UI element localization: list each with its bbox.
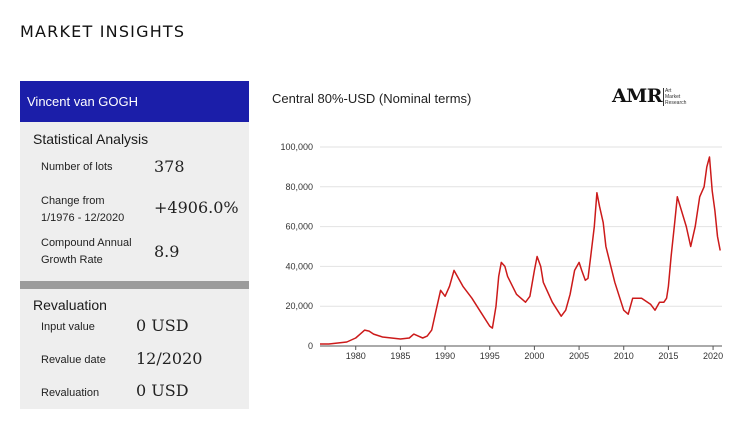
chart-title: Central 80%-USD (Nominal terms) [272,91,472,106]
logo-sub-research: Research [665,100,687,106]
x-tick-label: 2010 [614,351,634,361]
statistical-analysis-title: Statistical Analysis [33,131,149,147]
page-title: MARKET INSIGHTS [20,22,186,41]
revaluation-result-value: 0 USD [136,381,189,400]
revalue-date-value[interactable]: 12/2020 [136,349,203,368]
series-line [320,156,721,345]
number-of-lots-value: 378 [154,157,185,176]
artist-name-header: Vincent van GOGH [20,81,249,122]
logo-sub-art: Art [665,88,672,94]
x-tick-label: 1985 [390,351,410,361]
y-tick-label: 60,000 [285,222,313,232]
x-tick-label: 2020 [703,351,723,361]
y-tick-label: 20,000 [285,301,313,311]
x-tick-label: 1990 [435,351,455,361]
statistical-analysis-box: Statistical Analysis Number of lots 378 … [20,122,249,281]
amr-logo-text: AMR [612,85,663,107]
x-tick-label: 1995 [480,351,500,361]
section-divider [20,281,249,289]
input-value-label: Input value [41,321,95,333]
x-tick-label: 1980 [346,351,366,361]
y-tick-label: 0 [308,341,313,351]
y-tick-label: 100,000 [280,142,313,152]
change-period-label: Change from 1/1976 - 12/2020 [41,195,125,224]
revaluation-box: Revaluation Input value 0 USD Revalue da… [20,289,249,409]
x-tick-label: 2000 [524,351,544,361]
amr-logo: AMR Art Market Research [612,85,702,109]
cagr-label: Compound Annual Growth Rate [41,237,132,266]
x-tick-label: 2015 [658,351,678,361]
number-of-lots-label: Number of lots [41,161,113,173]
price-index-chart: 0 20,000 40,000 60,000 80,000 100,000 1980 1985… [280,142,723,361]
x-tick-label: 2005 [569,351,589,361]
y-tick-label: 40,000 [285,261,313,271]
y-tick-label: 80,000 [285,182,313,192]
revalue-date-label: Revalue date [41,354,106,366]
revaluation-result-label: Revaluation [41,387,100,399]
artist-panel: Vincent van GOGH Statistical Analysis Nu… [20,81,249,409]
logo-sub-market: Market [665,94,681,100]
input-value[interactable]: 0 USD [136,316,189,335]
cagr-value: 8.9 [154,242,180,261]
amr-logo-subtitle: Art Market Research [665,88,686,106]
revaluation-title: Revaluation [33,297,107,313]
logo-divider [663,88,664,106]
change-percent-value: +4906.0% [154,198,239,217]
